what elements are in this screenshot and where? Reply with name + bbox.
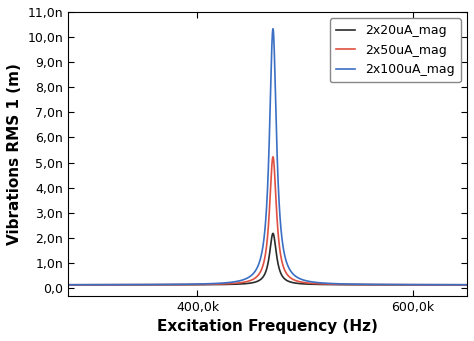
Line: 2x100uA_mag: 2x100uA_mag bbox=[68, 29, 467, 285]
2x20uA_mag bbox=[65, 283, 71, 287]
2x100uA_mag bbox=[270, 28, 275, 32]
2x100uA_mag bbox=[93, 283, 99, 287]
2x20uA_mag bbox=[270, 232, 275, 236]
2x20uA_mag bbox=[105, 283, 111, 287]
Y-axis label: Vibrations RMS 1 (m): Vibrations RMS 1 (m) bbox=[7, 63, 22, 245]
2x100uA_mag bbox=[68, 283, 74, 287]
2x50uA_mag bbox=[431, 283, 437, 287]
2x50uA_mag bbox=[68, 283, 74, 287]
2x100uA_mag bbox=[464, 283, 470, 287]
2x20uA_mag bbox=[464, 283, 470, 287]
2x100uA_mag bbox=[196, 282, 201, 286]
Line: 2x50uA_mag: 2x50uA_mag bbox=[68, 157, 467, 285]
2x50uA_mag bbox=[105, 283, 111, 287]
Line: 2x20uA_mag: 2x20uA_mag bbox=[68, 233, 467, 285]
2x100uA_mag bbox=[270, 27, 276, 31]
2x20uA_mag bbox=[196, 283, 201, 287]
2x20uA_mag bbox=[93, 283, 99, 287]
2x20uA_mag bbox=[68, 283, 74, 287]
2x50uA_mag bbox=[270, 155, 276, 159]
Legend: 2x20uA_mag, 2x50uA_mag, 2x100uA_mag: 2x20uA_mag, 2x50uA_mag, 2x100uA_mag bbox=[330, 18, 461, 82]
2x20uA_mag bbox=[431, 283, 437, 287]
2x100uA_mag bbox=[105, 283, 111, 287]
2x50uA_mag bbox=[270, 155, 275, 160]
X-axis label: Excitation Frequency (Hz): Excitation Frequency (Hz) bbox=[157, 319, 378, 334]
2x50uA_mag bbox=[464, 283, 470, 287]
2x50uA_mag bbox=[196, 282, 201, 286]
2x100uA_mag bbox=[431, 283, 437, 287]
2x100uA_mag bbox=[65, 283, 71, 287]
2x50uA_mag bbox=[93, 283, 99, 287]
2x20uA_mag bbox=[270, 231, 276, 235]
2x50uA_mag bbox=[65, 283, 71, 287]
